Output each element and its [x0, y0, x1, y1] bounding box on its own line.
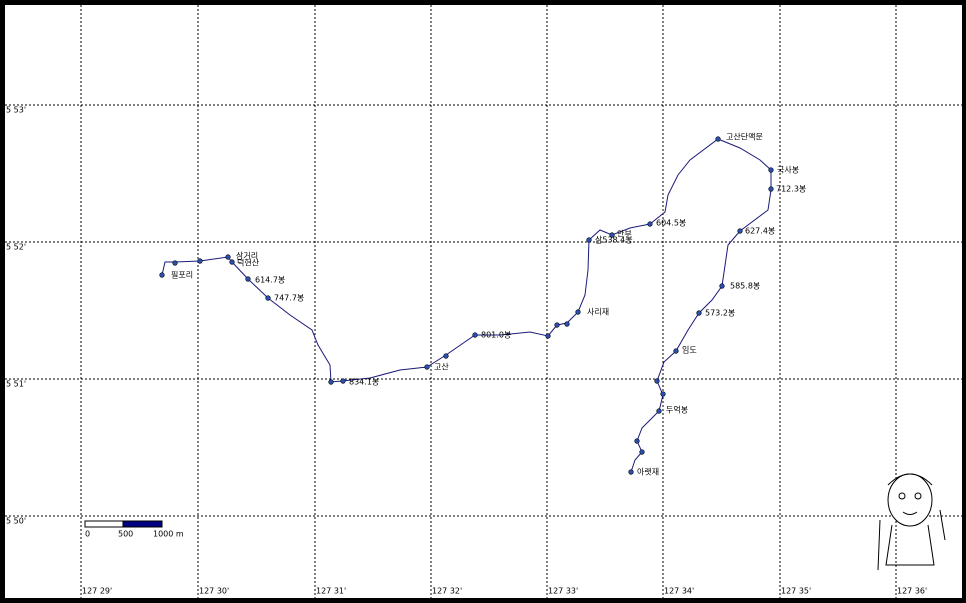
- waypoint-label: 801.0봉: [481, 331, 511, 340]
- scale-label: 0: [85, 530, 90, 539]
- extra-markers: [172, 258, 666, 455]
- waypoint-label: 712.3봉: [776, 185, 806, 194]
- waypoint-label: 아랫재: [637, 467, 659, 477]
- waypoint-marker: [647, 221, 653, 227]
- waypoint-label: 고산: [434, 362, 449, 372]
- waypoint-label: 고산단맥문: [726, 132, 763, 142]
- scale-label: 500: [118, 530, 133, 539]
- latitude-label: 5 50': [6, 517, 26, 526]
- waypoint-label: 국사봉: [777, 166, 799, 175]
- waypoint-marker: [768, 167, 774, 173]
- waypoint-marker: [245, 276, 251, 282]
- waypoint-marker: [229, 259, 235, 265]
- mascot: [877, 473, 946, 571]
- graticule: 127 29' 127 30' 127 31' 127 32' 127 33' 127 3…: [5, 5, 962, 598]
- latitude-label: 5 51': [6, 380, 26, 389]
- scale-bar: 0 500 1000 m: [84, 520, 184, 539]
- waypoint-label: 747.7봉: [274, 294, 304, 303]
- waypoint-marker: [265, 295, 271, 301]
- waypoint-label: 627.4봉: [745, 227, 775, 236]
- waypoint-label: 필포리: [171, 270, 193, 280]
- longitude-label: 127 33': [548, 587, 578, 596]
- waypoint-marker: [719, 283, 725, 289]
- waypoint-marker: [159, 272, 165, 278]
- waypoint-label: 임도: [682, 346, 697, 355]
- waypoint-marker: [586, 237, 592, 243]
- waypoint-marker: [768, 186, 774, 192]
- waypoint-label: 573.2봉: [705, 309, 735, 318]
- longitude-label: 127 30': [199, 587, 229, 596]
- waypoint-marker: [609, 232, 615, 238]
- waypoint-label: 834.1봉: [349, 378, 379, 387]
- waypoint-label: 사리재: [587, 308, 609, 317]
- waypoint-marker: [628, 469, 634, 475]
- waypoint-marker: [737, 228, 743, 234]
- waypoint-label: 덕현산: [237, 258, 260, 268]
- waypoint-label: 614.7봉: [255, 276, 285, 285]
- waypoint-label: 두억봉: [666, 405, 688, 415]
- longitude-label: 127 29': [82, 587, 112, 596]
- longitude-label: 127 34': [664, 587, 694, 596]
- waypoint-marker: [715, 136, 721, 142]
- waypoint-marker: [696, 310, 702, 316]
- waypoint-label: 삼538.4봉: [595, 235, 633, 245]
- waypoint-marker: [673, 348, 679, 354]
- waypoint-marker: [225, 254, 231, 260]
- longitude-label: 127 35': [781, 587, 811, 596]
- latitude-label: 5 53': [6, 106, 26, 115]
- waypoint-label: 604.5봉: [656, 219, 686, 228]
- map-area: [5, 5, 962, 598]
- waypoint-marker: [575, 309, 581, 315]
- latitude-label: 5 52': [6, 243, 26, 252]
- waypoint-marker: [328, 379, 334, 385]
- waypoint-marker: [472, 332, 478, 338]
- longitude-label: 127 31': [316, 587, 346, 596]
- scale-label: 1000 m: [153, 530, 184, 539]
- waypoint-marker: [424, 364, 430, 370]
- waypoint-label: 안부: [617, 229, 632, 239]
- longitude-label: 127 36': [897, 587, 927, 596]
- waypoint-label: 삼거리: [236, 251, 258, 261]
- longitude-label: 127 32': [432, 587, 462, 596]
- waypoint-marker: [656, 408, 662, 414]
- waypoint-label: 585.8봉: [730, 282, 760, 291]
